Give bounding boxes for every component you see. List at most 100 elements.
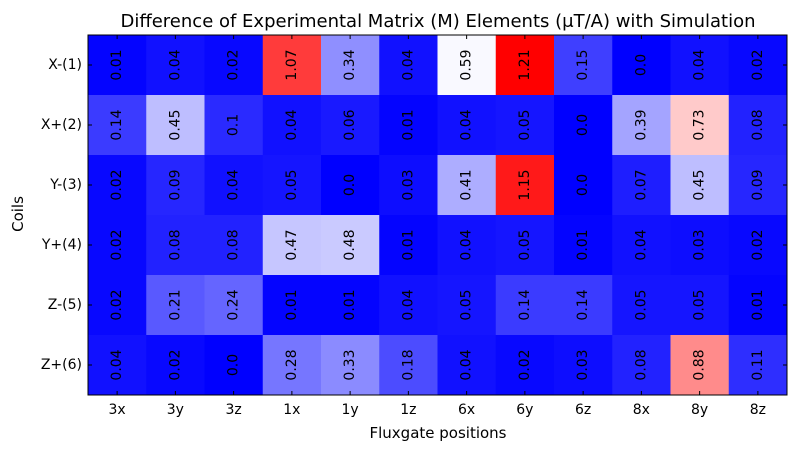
cell-value-label: 1.15 <box>517 169 533 200</box>
cell-value-label: 0.08 <box>226 229 242 260</box>
heatmap-cell <box>321 95 380 156</box>
x-tick-label: 8y <box>691 402 708 418</box>
cell-value-label: 0.09 <box>167 169 183 200</box>
heatmap-cell <box>379 155 438 216</box>
y-tick-label: Z-(5) <box>48 297 82 313</box>
heatmap-cell <box>495 155 555 216</box>
heatmap-cell <box>146 95 205 156</box>
heatmap-cell <box>262 335 322 396</box>
heatmap-cell <box>146 335 205 396</box>
cell-value-label: 0.28 <box>284 349 300 380</box>
heatmap-cell <box>495 35 555 96</box>
heatmap-cell-labels: 0.01 0.04 0.02 1.07 0.34 0.04 0.59 1.21 0.15 0.0 0… <box>109 49 766 380</box>
cell-value-label: 0.01 <box>284 289 300 320</box>
cell-value-label: 0.14 <box>517 289 533 320</box>
cell-value-label: 0.05 <box>284 169 300 200</box>
heatmap-cell <box>204 215 264 276</box>
heatmap-cell <box>728 215 788 276</box>
x-tick-label: 1z <box>400 402 416 418</box>
heatmap-cell <box>612 275 671 336</box>
cell-value-label: 0.0 <box>575 114 591 136</box>
cell-value-label: 0.05 <box>517 109 533 140</box>
heatmap-cell <box>670 35 730 96</box>
cell-value-label: 0.02 <box>167 349 183 380</box>
y-tick-label: Y+(4) <box>41 237 82 253</box>
cell-value-label: 0.03 <box>575 349 591 380</box>
x-tick-label: 3y <box>167 402 184 418</box>
cell-value-label: 0.14 <box>575 289 591 320</box>
heatmap-cell <box>88 335 147 396</box>
cell-value-label: 0.45 <box>692 169 708 200</box>
heatmap-cell <box>88 215 147 276</box>
heatmap-cell <box>88 155 147 216</box>
cell-value-label: 0.04 <box>109 349 125 380</box>
heatmap-cell <box>495 335 555 396</box>
heatmap-cell <box>554 215 613 276</box>
x-axis-label: Fluxgate positions <box>370 424 507 442</box>
heatmap-cell <box>379 215 438 276</box>
cell-value-label: 0.08 <box>750 109 766 140</box>
heatmap-cell <box>437 155 497 216</box>
cell-value-label: 0.02 <box>226 49 242 80</box>
heatmap-cell <box>204 35 264 96</box>
cell-value-label: 0.14 <box>109 109 125 140</box>
cell-value-label: 0.24 <box>226 289 242 320</box>
heatmap-cell <box>437 275 497 336</box>
x-tick-label: 6z <box>575 402 591 418</box>
cell-value-label: 0.1 <box>226 114 242 136</box>
cell-value-label: 1.21 <box>517 49 533 80</box>
heatmap-cell <box>146 215 205 276</box>
cell-value-label: 0.34 <box>342 49 358 80</box>
heatmap-cell <box>88 275 147 336</box>
heatmap-cell <box>612 35 671 96</box>
heatmap-cell <box>88 35 147 96</box>
x-tick-label: 6y <box>516 402 533 418</box>
cell-value-label: 0.04 <box>459 349 475 380</box>
heatmap-cell <box>262 215 322 276</box>
cell-value-label: 0.02 <box>109 229 125 260</box>
heatmap-cell <box>204 335 264 396</box>
cell-value-label: 0.01 <box>750 289 766 320</box>
heatmap-cell <box>379 335 438 396</box>
heatmap-cell <box>728 335 788 396</box>
heatmap-cell <box>495 95 555 156</box>
heatmap-cell <box>321 35 380 96</box>
cell-value-label: 0.04 <box>400 289 416 320</box>
x-tick-label: 1y <box>342 402 359 418</box>
heatmap-cell <box>437 35 497 96</box>
heatmap-cell <box>321 155 380 216</box>
heatmap-cell <box>612 215 671 276</box>
y-tick-label: X-(1) <box>48 57 82 73</box>
cell-value-label: 0.73 <box>692 109 708 140</box>
heatmap-cell <box>379 275 438 336</box>
heatmap-cell <box>204 155 264 216</box>
cell-value-label: 0.08 <box>633 349 649 380</box>
cell-value-label: 0.47 <box>284 229 300 260</box>
cell-value-label: 0.03 <box>400 169 416 200</box>
cell-value-label: 0.05 <box>692 289 708 320</box>
y-axis-ticks: X-(1) X+(2) Y-(3) Y+(4) Z-(5) Z+(6) <box>41 57 787 373</box>
cell-value-label: 0.18 <box>400 349 416 380</box>
cell-value-label: 0.01 <box>575 229 591 260</box>
heatmap-cell <box>437 95 497 156</box>
cell-value-label: 0.04 <box>167 49 183 80</box>
cell-value-label: 0.33 <box>342 349 358 380</box>
heatmap-cell <box>146 275 205 336</box>
cell-value-label: 0.04 <box>692 49 708 80</box>
heatmap-cell <box>670 95 730 156</box>
cell-value-label: 0.05 <box>517 229 533 260</box>
heatmap-cell <box>204 275 264 336</box>
heatmap-cell <box>554 335 613 396</box>
x-tick-label: 6x <box>458 402 475 418</box>
cell-value-label: 0.04 <box>284 109 300 140</box>
heatmap-cell <box>612 95 671 156</box>
heatmap-cell <box>554 275 613 336</box>
cell-value-label: 0.41 <box>459 169 475 200</box>
cell-value-label: 0.02 <box>109 169 125 200</box>
heatmap-cell <box>379 95 438 156</box>
y-axis-label: Coils <box>9 196 27 232</box>
x-tick-label: 3z <box>225 402 241 418</box>
cell-value-label: 0.59 <box>459 49 475 80</box>
cell-value-label: 0.39 <box>633 109 649 140</box>
heatmap-cell <box>670 215 730 276</box>
